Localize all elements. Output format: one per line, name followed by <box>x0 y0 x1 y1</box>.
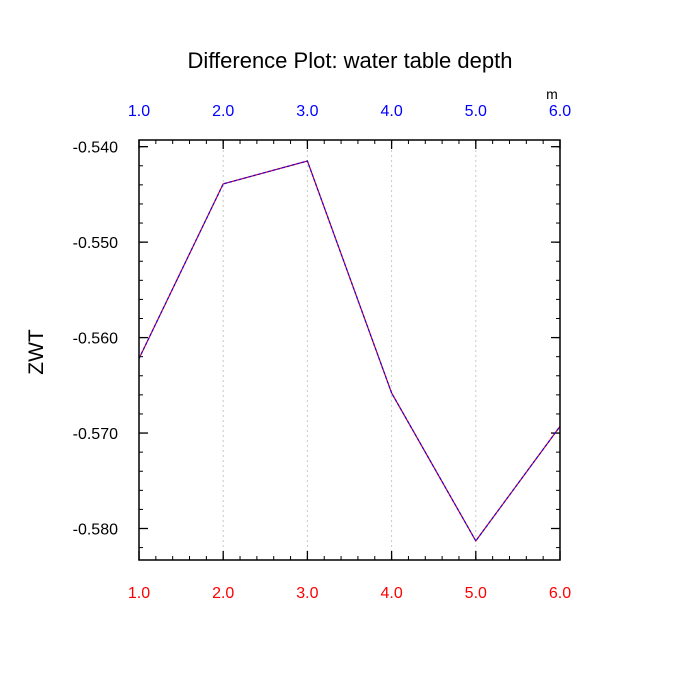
series-layer <box>138 160 561 543</box>
y-tick-label: -0.550 <box>73 235 118 252</box>
chart-title: Difference Plot: water table depth <box>188 48 513 73</box>
x-tick-label-top: 4.0 <box>380 103 402 120</box>
x-tick-label-bottom: 1.0 <box>128 585 150 602</box>
series-line-underlay <box>138 160 561 543</box>
x-tick-label-bottom: 6.0 <box>549 585 571 602</box>
label-layer: 1.0 1.0 2.0 2.0 3.0 3.0 4.0 4.0 5.0 5.0 6.0 6.0 -0.5… <box>73 103 572 602</box>
series-line <box>138 160 561 543</box>
x-tick-label-top: 6.0 <box>549 103 571 120</box>
y-tick-label: -0.570 <box>73 426 118 443</box>
grid-layer <box>222 140 477 560</box>
tick-layer <box>138 140 561 560</box>
x-tick-label-top: 1.0 <box>128 103 150 120</box>
x-tick-label-bottom: 5.0 <box>465 585 487 602</box>
x-tick-label-bottom: 3.0 <box>296 585 318 602</box>
x-tick-label-top: 5.0 <box>465 103 487 120</box>
x-tick-label-top: 2.0 <box>212 103 234 120</box>
x-tick-label-top: 3.0 <box>296 103 318 120</box>
y-tick-label: -0.560 <box>73 331 118 348</box>
y-tick-label: -0.580 <box>73 522 118 539</box>
plot-frame <box>138 139 561 561</box>
x-tick-label-bottom: 4.0 <box>380 585 402 602</box>
top-axis-unit-label: m <box>546 86 558 102</box>
x-tick-label-bottom: 2.0 <box>212 585 234 602</box>
y-tick-label: -0.540 <box>73 140 118 157</box>
y-axis-label: ZWT <box>25 329 48 375</box>
